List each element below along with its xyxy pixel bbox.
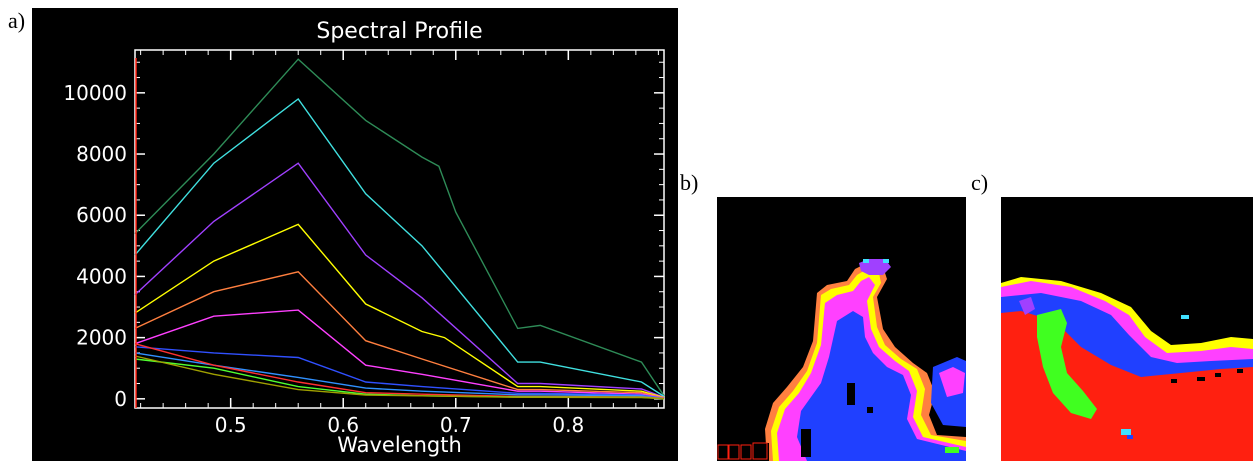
series-line-8: [134, 352, 665, 400]
classification-map-c: [1001, 197, 1253, 461]
series-line-11: [134, 355, 665, 400]
x-axis-label: Wavelength: [337, 433, 462, 457]
map-b-blue-region: [797, 311, 966, 461]
y-tick-label: 0: [114, 387, 127, 411]
series-line-1: [134, 58, 665, 397]
x-tick-label: 0.8: [552, 413, 584, 437]
map-b-green-pixels: [945, 447, 959, 453]
series-line-3: [134, 162, 665, 398]
panel-label-c: c): [971, 170, 989, 195]
y-tick-label: 4000: [76, 264, 127, 288]
map-c-blue-pixel: [1127, 435, 1133, 439]
map-b-cyan-pixel: [863, 259, 869, 263]
panel-label-a: a): [8, 8, 26, 33]
map-b-cyan-pixel-2: [883, 259, 889, 263]
map-c-green-region: [1037, 309, 1097, 419]
map-c-svg: [1001, 197, 1253, 461]
x-tick-label: 0.7: [440, 413, 472, 437]
map-c-black-specks: [1171, 369, 1243, 383]
y-tick-label: 6000: [76, 203, 127, 227]
map-b-red-grid-marks: [717, 442, 768, 460]
spectral-profile-chart: Spectral Profile Wavelength 0.5 0.6 0.7 0.8 0 2…: [32, 8, 678, 461]
map-b-dark-pixel: [867, 407, 873, 413]
map-b-corner-dark: [717, 443, 769, 461]
panel-label-b: b): [680, 170, 699, 195]
map-c-cyan-pixel: [1181, 315, 1189, 319]
map-c-red-region: [1001, 311, 1253, 461]
series-line-4: [134, 223, 665, 399]
series-line-6: [134, 309, 665, 399]
map-b-svg: [717, 197, 966, 461]
series-line-5: [134, 271, 665, 399]
map-b-magenta-patch: [939, 367, 965, 397]
x-tick-label: 0.5: [215, 413, 247, 437]
y-tick-label: 8000: [76, 142, 127, 166]
y-tick-label: 10000: [63, 81, 127, 105]
map-c-purple-patch: [1019, 297, 1035, 315]
x-tick-label: 0.6: [327, 413, 359, 437]
classification-map-b: [717, 197, 966, 461]
series-line-2: [134, 98, 665, 397]
plot-frame: [134, 49, 665, 409]
y-tick-label: 2000: [76, 326, 127, 350]
chart-svg: Spectral Profile Wavelength 0.5 0.6 0.7 0.8 0 2…: [63, 19, 665, 457]
chart-title: Spectral Profile: [316, 19, 482, 44]
map-b-dark-gap-2: [801, 429, 811, 457]
series-line-7: [134, 346, 665, 400]
map-c-cyan-pixel-2: [1121, 429, 1131, 435]
map-b-dark-gap: [847, 383, 855, 405]
